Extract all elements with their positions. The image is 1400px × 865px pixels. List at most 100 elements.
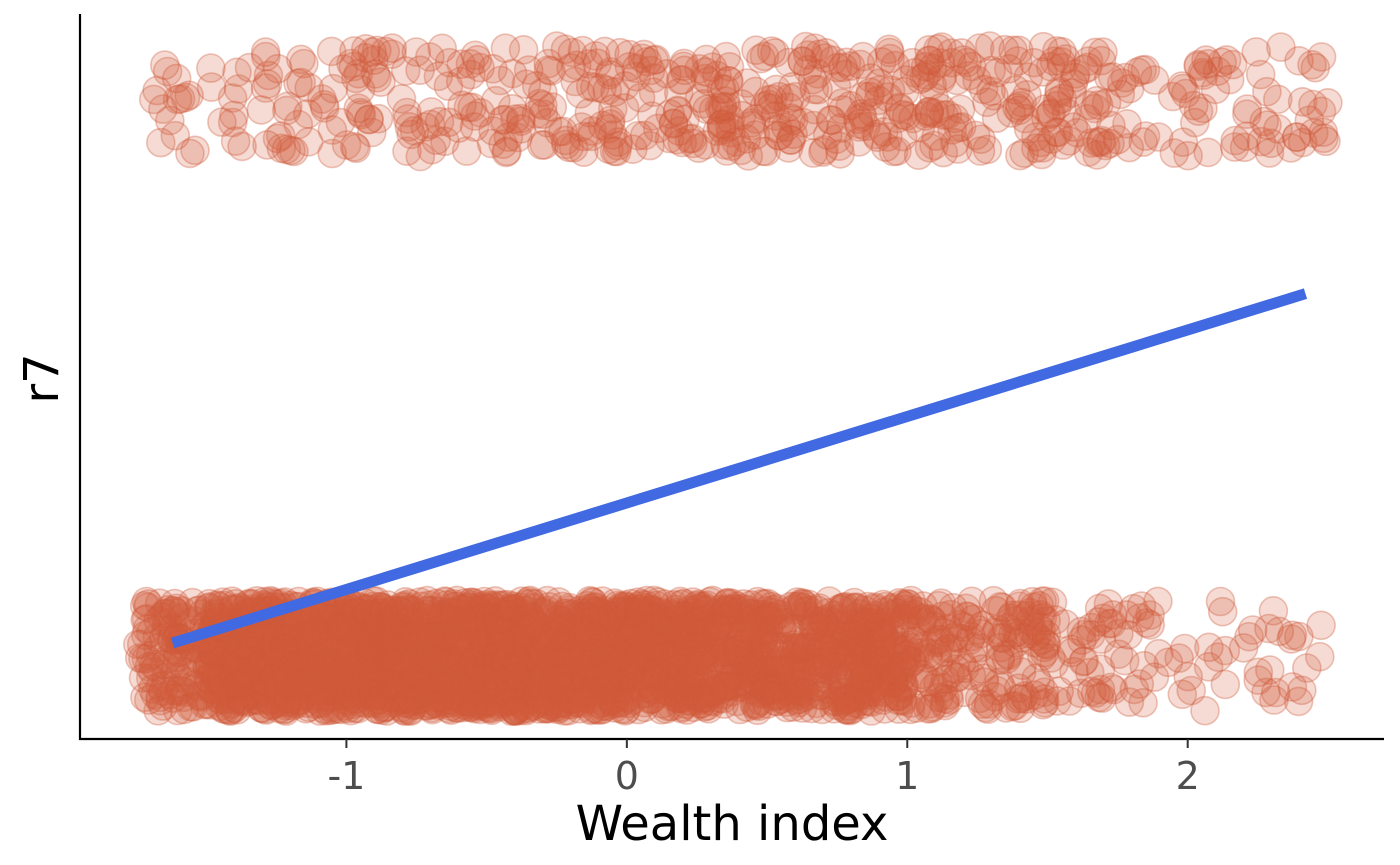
data-point — [432, 617, 463, 648]
data-point — [359, 665, 390, 695]
data-point — [335, 672, 365, 702]
data-point — [351, 594, 382, 625]
data-point — [294, 646, 324, 677]
data-point — [276, 651, 307, 682]
x-tick-label: 1 — [895, 754, 919, 798]
data-point — [775, 615, 805, 645]
data-point — [333, 693, 363, 724]
data-point — [457, 647, 488, 678]
data-point — [385, 634, 416, 665]
data-point — [464, 603, 494, 634]
data-point — [388, 597, 419, 628]
data-point — [843, 104, 873, 135]
data-point — [363, 629, 394, 660]
data-point — [329, 674, 360, 705]
data-point — [332, 686, 363, 717]
data-point — [424, 627, 455, 657]
data-point — [361, 634, 392, 665]
data-point — [463, 598, 494, 628]
data-point — [303, 665, 334, 696]
data-point — [351, 620, 382, 651]
data-point — [334, 677, 365, 708]
data-point — [184, 595, 215, 625]
data-point — [403, 679, 434, 709]
data-point — [305, 696, 335, 726]
data-point — [390, 586, 421, 617]
data-point — [967, 689, 998, 720]
data-point — [484, 692, 515, 722]
data-point — [263, 677, 294, 707]
data-point — [466, 632, 497, 663]
data-point — [265, 653, 296, 684]
data-point — [335, 641, 365, 672]
data-point — [302, 655, 332, 686]
data-point — [468, 593, 499, 624]
data-point — [133, 589, 164, 619]
data-point — [247, 693, 277, 724]
data-point — [320, 677, 351, 708]
data-point — [228, 681, 259, 712]
data-point — [300, 650, 331, 681]
data-point — [123, 629, 153, 660]
data-point — [432, 589, 462, 620]
data-point — [317, 115, 348, 145]
data-point — [388, 681, 418, 712]
data-point — [396, 622, 427, 652]
data-point — [235, 630, 266, 660]
data-point — [207, 658, 238, 689]
data-point — [143, 633, 173, 663]
data-point — [353, 626, 384, 657]
data-point — [310, 647, 341, 678]
data-point — [318, 661, 349, 692]
data-point — [420, 622, 450, 653]
data-point — [389, 631, 420, 661]
data-point — [161, 593, 192, 624]
data-point — [182, 671, 213, 702]
data-point — [395, 695, 425, 726]
data-point — [447, 676, 477, 707]
data-point — [431, 646, 462, 676]
data-point — [382, 652, 412, 682]
data-point — [254, 623, 284, 654]
data-point — [417, 693, 447, 723]
data-point — [746, 43, 776, 74]
data-point — [364, 629, 395, 659]
data-point — [379, 668, 410, 699]
data-point — [390, 595, 421, 626]
data-point — [712, 588, 742, 619]
data-point — [461, 637, 492, 668]
data-point — [336, 607, 366, 637]
data-point — [330, 616, 361, 647]
data-point — [665, 65, 696, 95]
data-point — [304, 619, 334, 650]
data-point — [285, 684, 315, 715]
data-point — [207, 587, 238, 618]
data-point — [623, 120, 654, 151]
data-point — [159, 656, 190, 687]
data-point — [264, 656, 295, 687]
data-point — [526, 130, 557, 160]
data-point — [914, 98, 944, 129]
data-point — [194, 593, 224, 623]
data-point — [636, 594, 666, 625]
data-point — [193, 662, 223, 693]
data-point — [232, 637, 262, 668]
data-point — [365, 685, 395, 716]
data-point — [214, 695, 245, 725]
data-point — [341, 672, 371, 703]
data-point — [437, 648, 468, 679]
data-point — [471, 625, 502, 655]
data-point — [543, 587, 574, 617]
data-point — [279, 668, 309, 698]
data-point — [363, 597, 394, 628]
data-point — [348, 661, 379, 691]
data-point — [344, 687, 375, 718]
data-point — [485, 616, 515, 647]
data-point — [329, 671, 360, 702]
data-point — [315, 695, 346, 726]
data-point — [421, 605, 452, 635]
data-point — [178, 691, 208, 722]
data-point — [295, 681, 326, 712]
data-point — [404, 660, 435, 691]
data-point — [272, 647, 302, 678]
